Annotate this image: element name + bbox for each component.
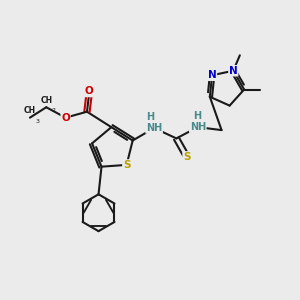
Text: S: S	[123, 160, 130, 170]
Text: O: O	[85, 86, 94, 97]
Text: N: N	[229, 66, 238, 76]
Text: S: S	[183, 152, 190, 162]
Text: H: H	[193, 111, 201, 121]
Text: CH: CH	[40, 96, 52, 105]
Text: 3: 3	[35, 119, 39, 124]
Text: CH: CH	[24, 106, 36, 115]
Text: N: N	[208, 70, 217, 80]
Text: O: O	[61, 113, 70, 123]
Text: NH: NH	[190, 122, 206, 132]
Text: 2: 2	[52, 108, 56, 113]
Text: H: H	[146, 112, 154, 122]
Text: NH: NH	[146, 123, 162, 133]
